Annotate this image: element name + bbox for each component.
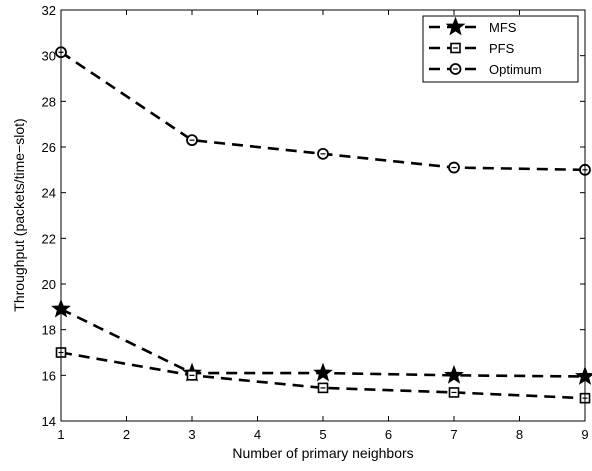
legend-label-mfs: MFS [489, 20, 517, 35]
x-tick-label: 6 [385, 427, 392, 442]
x-tick-label: 5 [319, 427, 326, 442]
tick-labels: 1 2 3 4 5 6 7 8 9 14 16 18 20 22 24 26 28 30 32 [42, 3, 589, 442]
y-tick-label: 28 [42, 94, 56, 109]
legend-item-optimum: Optimum [429, 62, 542, 77]
series-layer [51, 46, 592, 404]
x-tick-label: 7 [450, 427, 457, 442]
y-tick-label: 20 [42, 277, 56, 292]
x-tick-label: 1 [57, 427, 64, 442]
y-tick-label: 16 [42, 368, 56, 383]
legend-item-pfs: PFS [429, 41, 515, 56]
y-tick-label: 22 [42, 231, 56, 246]
y-tick-label: 24 [42, 186, 56, 201]
series-line-pfs [60, 351, 586, 400]
legend-marker-mfs [445, 16, 466, 36]
y-tick-label: 14 [42, 414, 56, 429]
plot-frame [60, 9, 586, 422]
x-tick-label: 9 [581, 427, 588, 442]
data-point-mfs [313, 362, 333, 382]
y-axis-label: Throughput (packets/time−slot) [11, 118, 27, 311]
legend-label-pfs: PFS [489, 41, 515, 56]
legend-label-optimum: Optimum [489, 62, 542, 77]
legend: MFS PFS Optimum [422, 15, 579, 83]
y-tick-label: 26 [42, 140, 56, 155]
data-point-mfs [444, 364, 464, 384]
y-tick-label: 18 [42, 323, 56, 338]
x-tick-label: 2 [123, 427, 130, 442]
series-optimum [55, 46, 591, 176]
y-tick-label: 32 [42, 3, 56, 18]
x-tick-label: 3 [188, 427, 195, 442]
x-tick-label: 4 [254, 427, 261, 442]
x-axis-label: Number of primary neighbors [232, 445, 413, 461]
legend-item-mfs: MFS [429, 16, 517, 36]
y-tick-label: 30 [42, 49, 56, 64]
x-tick-label: 8 [516, 427, 523, 442]
